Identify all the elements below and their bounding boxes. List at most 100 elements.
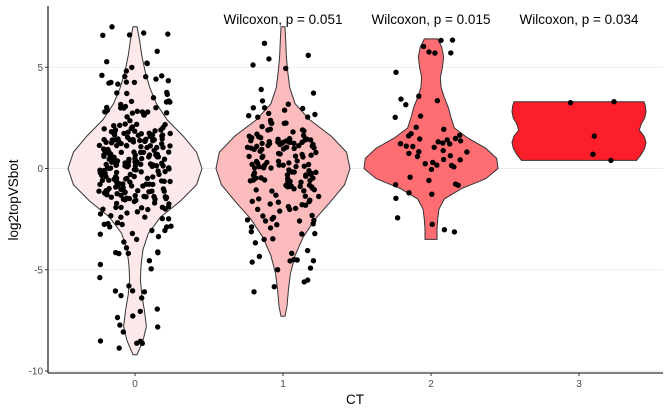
data-point [307,197,313,203]
data-point [113,174,119,180]
data-point [274,222,280,228]
data-point [426,177,432,184]
data-point [307,177,313,184]
data-point [260,213,266,219]
data-point [159,132,166,138]
data-point [100,206,106,212]
data-point [253,187,259,193]
data-point [126,195,133,202]
data-point [129,230,136,237]
data-point [97,170,104,176]
data-point [608,157,614,164]
data-point [301,163,307,169]
data-point [115,136,121,142]
data-point [455,182,461,188]
data-point [97,231,104,237]
data-point [114,142,120,149]
points-1 [244,40,322,295]
data-point [141,289,148,295]
data-point [403,102,409,108]
data-point [269,188,275,194]
data-point [153,76,159,82]
data-point [301,128,307,134]
data-point [393,69,399,76]
data-point [250,172,257,178]
data-point [307,265,314,271]
data-point [281,120,287,127]
data-point [137,149,144,156]
data-point [300,132,307,139]
data-point [113,204,119,211]
data-point [283,65,289,72]
data-point [126,32,133,38]
data-point [262,218,269,224]
data-point [159,73,165,79]
data-point [426,49,432,55]
data-point [168,223,174,229]
data-point [151,193,157,200]
data-point [292,205,299,212]
data-point [397,141,404,147]
data-point [137,137,143,144]
data-point [146,154,152,160]
data-point [250,105,256,111]
data-point [155,233,162,240]
data-point [417,136,423,142]
data-point [138,169,144,175]
data-point [291,145,297,152]
data-point [146,258,153,264]
data-point [122,103,129,110]
data-point [457,132,463,138]
data-point [293,163,299,170]
points-2 [392,37,470,235]
data-point [106,165,112,172]
data-point [277,208,283,214]
data-point [420,43,427,50]
data-point [137,338,144,344]
data-point [109,24,115,30]
data-point [428,166,435,173]
data-point [160,186,167,192]
data-point [285,203,292,210]
data-point [125,129,131,135]
data-point [145,109,151,115]
data-point [132,193,138,199]
data-point [146,189,152,195]
x-tick-label: 3 [576,379,582,390]
x-axis-title: CT [346,392,364,407]
data-point [434,162,440,168]
data-point [280,162,286,168]
data-point [313,149,319,156]
data-point [115,81,121,87]
data-point [113,169,120,176]
data-point [113,200,120,207]
data-point [165,78,171,84]
data-point [124,114,130,120]
data-point [107,224,113,230]
data-point [125,159,132,165]
data-point [277,151,283,157]
data-point [113,184,119,190]
data-point [146,181,152,187]
data-point [248,229,254,235]
data-point [258,86,264,93]
data-point [289,169,295,175]
data-point [124,90,130,97]
data-point [451,229,458,235]
data-point [267,225,274,231]
data-point [305,277,311,283]
violin-2 [363,38,499,240]
data-point [166,165,172,171]
data-point [118,101,124,108]
data-point [164,91,170,98]
data-point [310,90,317,96]
data-point [97,211,104,217]
data-point [413,124,419,130]
data-point [269,216,275,222]
data-point [432,50,438,56]
data-point [134,108,140,115]
data-point [166,201,172,207]
data-point [104,59,110,65]
data-point [111,154,117,160]
points-0 [96,24,174,351]
